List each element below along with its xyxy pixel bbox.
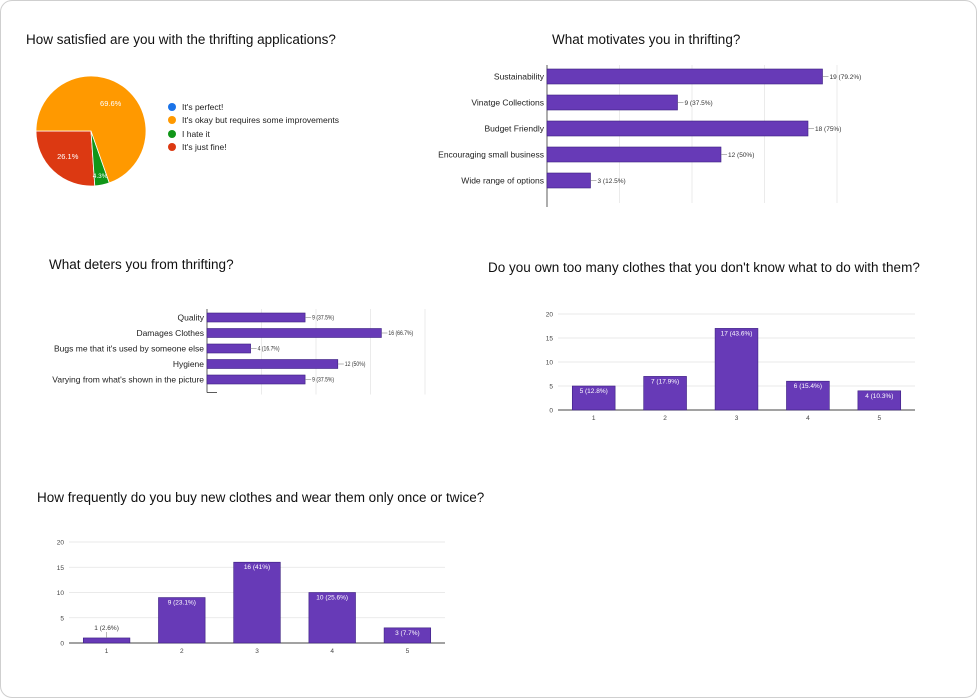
bar: [82, 637, 131, 644]
bar: [546, 120, 809, 137]
bar: [206, 374, 306, 385]
legend-swatch: [168, 143, 176, 152]
legend-label: It's just fine!: [182, 142, 227, 153]
category-label: Quality: [178, 312, 205, 322]
category-label: Wide range of options: [461, 175, 544, 185]
data-label: 6 (15.4%): [794, 383, 822, 390]
data-label: 9 (37.5%): [312, 377, 334, 383]
data-label: 7 (17.9%): [651, 378, 679, 385]
legend-item: It's okay but requires some improvements: [168, 114, 339, 128]
x-tick-label: 3: [255, 648, 259, 655]
bar: [857, 390, 902, 411]
legend-swatch: [168, 129, 176, 138]
category-label: Encouraging small business: [438, 149, 544, 159]
bar: [786, 380, 830, 411]
bar: [643, 376, 687, 411]
legend-label: It's okay but requires some improvements: [182, 115, 340, 126]
x-tick-label: 2: [663, 415, 667, 422]
bar: [206, 359, 339, 369]
bar: [206, 328, 382, 338]
x-tick-label: 4: [330, 648, 334, 655]
data-label: 18 (75%): [815, 126, 841, 133]
x-tick-label: 2: [180, 648, 184, 655]
motivates-bar-chart: Sustainability 19 (79.2%) Vinatge Collecti…: [438, 65, 861, 207]
y-tick-label: 10: [57, 590, 65, 597]
data-label: 16 (41%): [244, 564, 270, 571]
data-label: 12 (50%): [728, 152, 754, 159]
x-tick-label: 1: [105, 648, 109, 655]
legend-label: I hate it: [182, 128, 210, 139]
bar: [546, 146, 722, 163]
deters-title: What deters you from thrifting?: [49, 257, 234, 272]
legend-label: It's perfect!: [182, 101, 224, 112]
data-label: 17 (43.6%): [721, 330, 753, 337]
y-tick-label: 20: [546, 312, 554, 319]
category-label: Budget Friendly: [484, 123, 544, 133]
y-tick-label: 0: [549, 408, 553, 415]
y-tick-label: 5: [60, 615, 64, 622]
category-label: Sustainability: [494, 71, 545, 81]
bar: [546, 68, 823, 85]
too-many-bar-chart: 0 5 10 15 20 1 5 (12.8%) 2 7 (17.9%) 3 17 (43.6%) 4…: [546, 312, 915, 422]
data-label: 12 (50%): [345, 362, 366, 368]
category-label: Varying from what's shown in the picture: [52, 374, 204, 384]
data-label: 10 (25.6%): [316, 595, 348, 602]
y-tick-label: 15: [57, 565, 65, 572]
bar: [206, 343, 251, 354]
pie-slice-label: 4.3%: [93, 173, 108, 180]
bar: [714, 328, 759, 411]
y-tick-label: 0: [60, 641, 64, 648]
category-label: Bugs me that it's used by someone else: [54, 343, 204, 353]
too-many-title: Do you own too many clothes that you don…: [488, 260, 920, 275]
y-tick-label: 15: [546, 336, 554, 343]
y-tick-label: 10: [546, 360, 554, 367]
pie-slice: [35, 75, 147, 184]
bar: [546, 172, 591, 189]
satisfaction-pie-chart: 26.1% 4.3% 69.6%: [35, 75, 147, 187]
data-label: 9 (37.5%): [312, 315, 334, 321]
pie-slice-label: 26.1%: [57, 152, 79, 161]
legend-item: I hate it: [168, 127, 339, 141]
bar: [158, 597, 206, 644]
satisfaction-title: How satisfied are you with the thrifting…: [26, 32, 336, 47]
pie-slice: [35, 130, 96, 187]
bar: [383, 627, 432, 644]
legend-swatch: [168, 102, 176, 111]
category-label: Damages Clothes: [136, 328, 204, 338]
x-tick-label: 1: [592, 415, 596, 422]
legend-swatch: [168, 116, 176, 125]
satisfaction-legend: It's perfect! It's okay but requires some…: [168, 100, 339, 154]
bar: [308, 592, 356, 644]
wear-once-bar-chart: 0 5 10 15 20 1 1 (2.6%) 2 9 (23.1%) 3 16 (41%) 4 10 …: [57, 540, 445, 655]
x-tick-label: 3: [735, 415, 739, 422]
y-tick-label: 5: [549, 384, 553, 391]
data-label: 4 (16.7%): [258, 346, 280, 352]
x-tick-label: 5: [406, 648, 410, 655]
bar: [233, 561, 281, 644]
y-tick-label: 20: [57, 540, 65, 547]
category-label: Vinatge Collections: [471, 97, 544, 107]
wear-once-title: How frequently do you buy new clothes an…: [37, 490, 485, 505]
bar: [206, 312, 306, 323]
data-label: 3 (7.7%): [395, 630, 420, 637]
legend-item: It's perfect!: [168, 100, 339, 114]
legend-item: It's just fine!: [168, 141, 339, 155]
data-label: 9 (23.1%): [168, 600, 196, 607]
data-label: 3 (12.5%): [598, 178, 626, 185]
data-label: 1 (2.6%): [94, 625, 119, 632]
x-tick-label: 5: [877, 415, 881, 422]
bar: [546, 94, 678, 111]
bar: [571, 385, 616, 411]
deters-bar-chart: Quality 9 (37.5%) Damages Clothes 16 (66.7%…: [52, 309, 426, 395]
data-label: 5 (12.8%): [580, 388, 608, 395]
pie-slice-label: 69.6%: [100, 99, 122, 108]
category-label: Hygiene: [173, 359, 204, 369]
data-label: 4 (10.3%): [865, 393, 893, 400]
data-label: 9 (37.5%): [685, 100, 713, 107]
motivates-title: What motivates you in thrifting?: [552, 32, 741, 47]
data-label: 16 (66.7%): [388, 331, 413, 337]
x-tick-label: 4: [806, 415, 810, 422]
data-label: 19 (79.2%): [830, 74, 862, 81]
